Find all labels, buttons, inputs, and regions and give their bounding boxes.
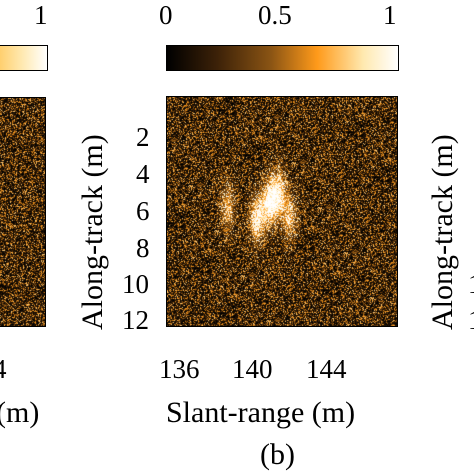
colorbar-tick-05: 0.5 xyxy=(258,0,292,30)
xlabel: Slant-range (m) xyxy=(166,396,356,429)
colorbar xyxy=(166,45,399,71)
left-ylabel: Along-track (m) xyxy=(76,134,109,330)
ytick-6: 6 xyxy=(136,196,150,226)
colorbar-tick-1: 1 xyxy=(383,0,397,30)
panel-label-b: (b) xyxy=(260,438,295,471)
right-ytick-fragment-1: 1 xyxy=(468,271,474,298)
right-ytick-fragment-2: 1 xyxy=(468,307,474,334)
ytick-4: 4 xyxy=(136,159,150,189)
ytick-8: 8 xyxy=(136,233,150,263)
left-colorbar-tick: 1 xyxy=(34,0,48,30)
right-ylabel: Along-track (m) xyxy=(426,134,459,330)
colorbar-tick-0: 0 xyxy=(159,0,173,30)
xtick-144: 144 xyxy=(306,354,347,384)
heatmap-b xyxy=(166,96,398,327)
left-xlabel-fragment: (m) xyxy=(0,396,40,429)
ytick-2: 2 xyxy=(136,122,150,152)
left-colorbar xyxy=(0,45,48,71)
ytick-12: 12 xyxy=(122,305,149,335)
ytick-10: 10 xyxy=(122,269,149,299)
xtick-140: 140 xyxy=(232,354,273,384)
xtick-136: 136 xyxy=(159,354,200,384)
left-xtick-fragment: 4 xyxy=(0,356,7,383)
left-heatmap xyxy=(0,97,46,327)
